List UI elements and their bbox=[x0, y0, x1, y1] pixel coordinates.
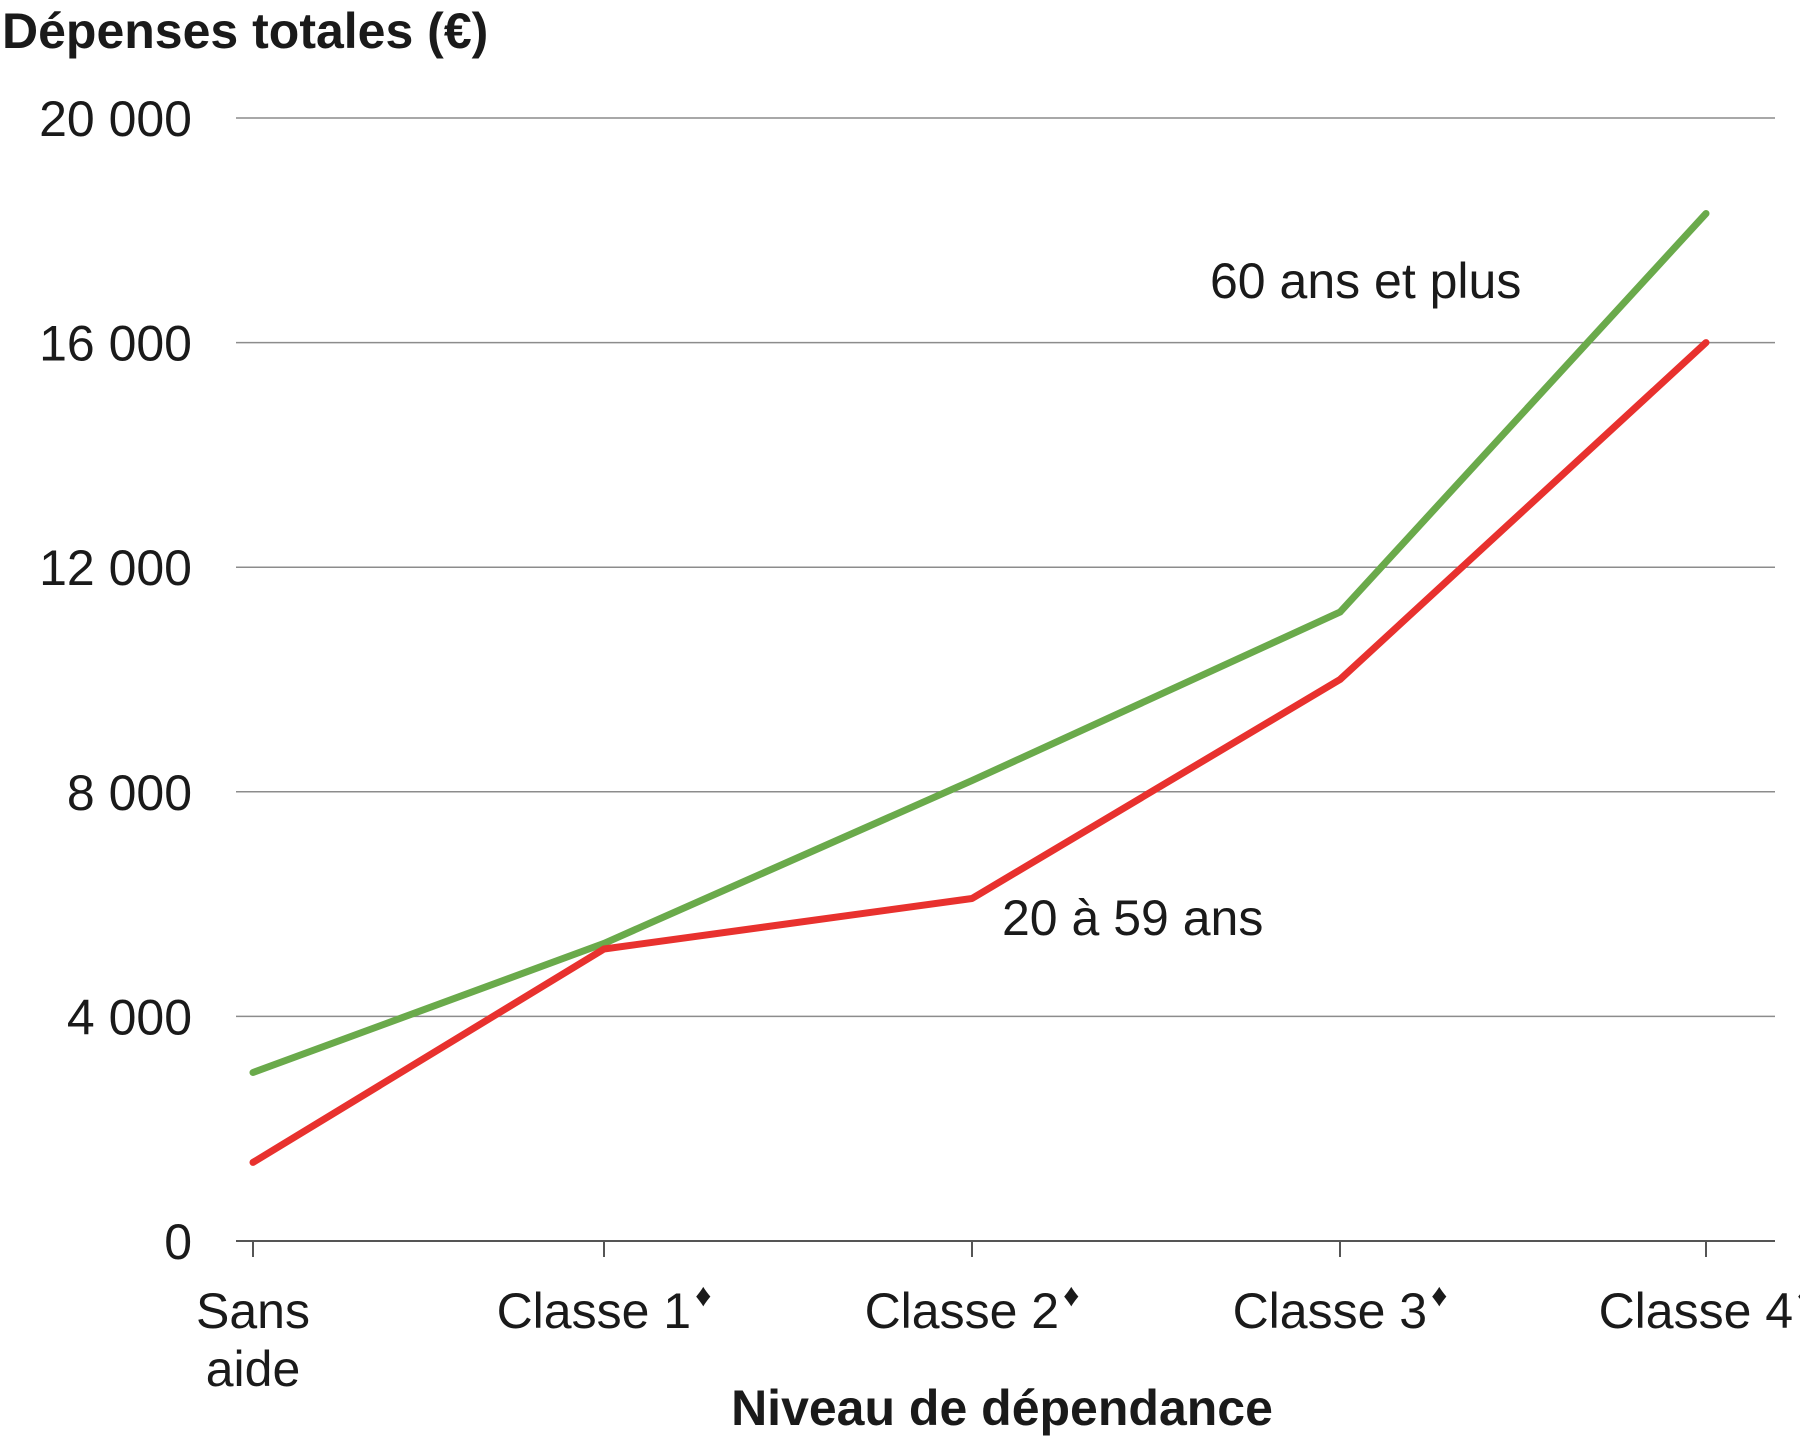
diamond-icon: ♦ bbox=[1797, 1277, 1800, 1313]
x-axis-ticks: Sans aide Classe 1 ♦ Classe 2 ♦ Classe 3 ♦ Class… bbox=[196, 1241, 1800, 1397]
series-label-20-a-59-ans: 20 à 59 ans bbox=[1002, 890, 1263, 946]
y-axis-label: Dépenses totales (€) bbox=[2, 3, 488, 59]
y-tick-labels: 0 4 000 8 000 12 000 16 000 20 000 bbox=[39, 91, 192, 1270]
x-tick-label: Classe 1 ♦ bbox=[497, 1277, 712, 1339]
gridlines bbox=[236, 117, 1775, 1018]
series-line bbox=[249, 339, 1710, 1166]
x-axis-label: Niveau de dépendance bbox=[731, 1380, 1273, 1436]
y-tick-label: 16 000 bbox=[39, 316, 192, 372]
x-tick-label: Classe 3 ♦ bbox=[1233, 1277, 1448, 1339]
x-tick-label: Classe 2 ♦ bbox=[865, 1277, 1080, 1339]
series-lines bbox=[249, 210, 1710, 1166]
diamond-icon: ♦ bbox=[695, 1277, 711, 1313]
diamond-icon: ♦ bbox=[1063, 1277, 1079, 1313]
y-tick-label: 0 bbox=[164, 1214, 192, 1270]
x-tick-label: Classe 4♦ bbox=[1599, 1277, 1800, 1339]
y-tick-label: 12 000 bbox=[39, 540, 192, 596]
y-tick-label: 20 000 bbox=[39, 91, 192, 147]
series-label-60-ans-et-plus: 60 ans et plus bbox=[1210, 253, 1521, 309]
y-tick-label: 4 000 bbox=[67, 989, 192, 1045]
diamond-icon: ♦ bbox=[1431, 1277, 1447, 1313]
x-tick-label: Sans aide bbox=[196, 1283, 310, 1397]
y-tick-label: 8 000 bbox=[67, 765, 192, 821]
series-line bbox=[249, 210, 1710, 1076]
